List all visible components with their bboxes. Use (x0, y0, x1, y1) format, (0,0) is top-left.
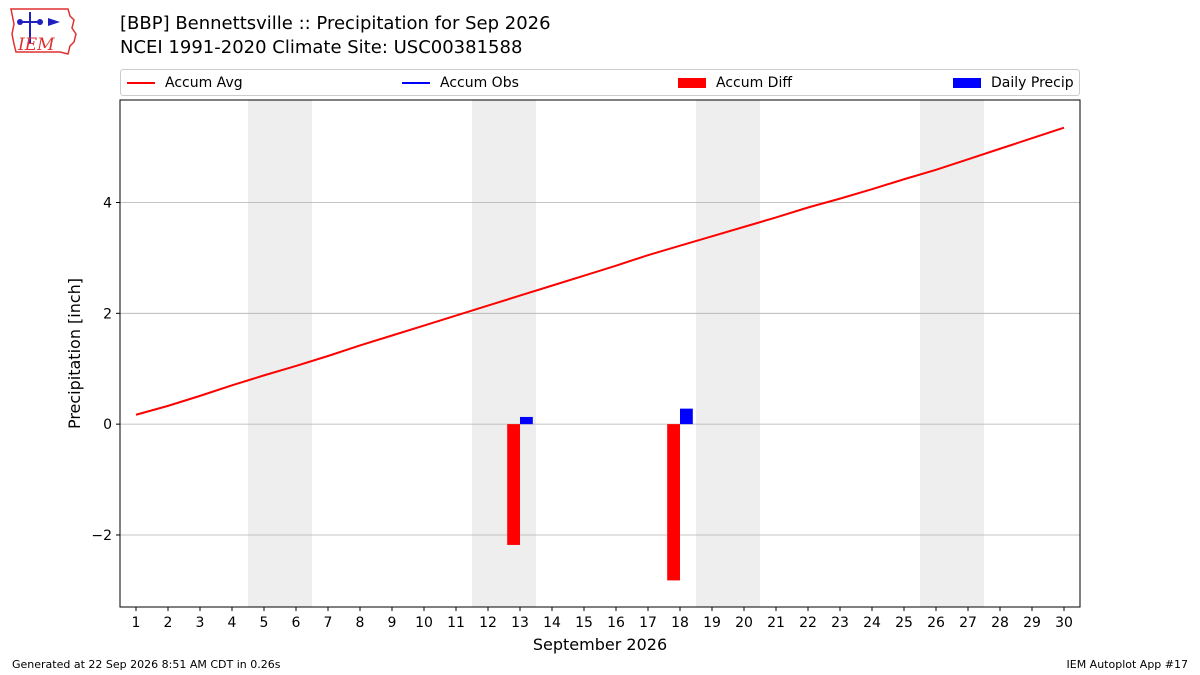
legend-swatch-accum-avg (127, 81, 155, 84)
xtick-label-11: 11 (447, 615, 465, 631)
xtick-label-5: 5 (260, 615, 269, 631)
xtick-label-14: 14 (543, 615, 561, 631)
xtick-label-28: 28 (991, 615, 1009, 631)
xtick-label-20: 20 (735, 615, 753, 631)
xtick-label-19: 19 (703, 615, 721, 631)
legend-swatch-accum-diff (678, 77, 706, 88)
xtick-label-17: 17 (639, 615, 657, 631)
xtick-label-4: 4 (228, 615, 237, 631)
xtick-label-2: 2 (164, 615, 173, 631)
chart-legend: Accum Avg Accum Obs Accum Diff Daily Pre… (120, 69, 1080, 96)
xtick-label-26: 26 (927, 615, 945, 631)
legend-item-daily-precip: Daily Precip (953, 70, 1074, 95)
svg-text:IEM: IEM (17, 35, 55, 55)
weekend-shade-2 (472, 100, 536, 607)
ytick-label-1: 0 (103, 417, 112, 433)
ytick-label-0: −2 (91, 528, 112, 544)
xtick-label-22: 22 (799, 615, 817, 631)
xtick-label-30: 30 (1055, 615, 1073, 631)
plot-frame (119, 99, 1081, 608)
xtick-label-23: 23 (831, 615, 849, 631)
xtick-label-8: 8 (356, 615, 365, 631)
legend-label-daily-precip: Daily Precip (991, 74, 1074, 91)
ytick-label-3: 4 (103, 196, 112, 212)
generated-timestamp: Generated at 22 Sep 2026 8:51 AM CDT in … (12, 658, 281, 671)
legend-item-accum-diff: Accum Diff (678, 70, 792, 95)
xtick-label-3: 3 (196, 615, 205, 631)
xtick-label-6: 6 (292, 615, 301, 631)
legend-label-accum-avg: Accum Avg (165, 74, 243, 91)
line-accum-avg (135, 126, 1065, 416)
xtick-label-9: 9 (388, 615, 397, 631)
xtick-label-15: 15 (575, 615, 593, 631)
xtick-label-25: 25 (895, 615, 913, 631)
xtick-label-21: 21 (767, 615, 785, 631)
weekend-shade-3 (696, 100, 760, 607)
app-label: IEM Autoplot App #17 (1066, 658, 1189, 671)
x-axis-title: September 2026 (533, 635, 667, 654)
xtick-label-10: 10 (415, 615, 433, 631)
xtick-label-27: 27 (959, 615, 977, 631)
legend-label-accum-diff: Accum Diff (716, 74, 793, 91)
chart-subtitle: NCEI 1991-2020 Climate Site: USC00381588 (120, 37, 523, 58)
xtick-label-29: 29 (1023, 615, 1041, 631)
weekend-shade-4 (920, 100, 984, 607)
bar-daily-precip-18 (680, 408, 693, 425)
xtick-label-12: 12 (479, 615, 497, 631)
iem-logo: IEM (8, 6, 80, 62)
iem-logo-graphic: IEM (10, 8, 77, 55)
xtick-label-13: 13 (511, 615, 529, 631)
legend-item-accum-obs: Accum Obs (402, 70, 519, 95)
weekend-shade-1 (248, 100, 312, 607)
xtick-label-1: 1 (132, 615, 141, 631)
bar-daily-precip-13 (520, 416, 533, 425)
legend-swatch-accum-obs (402, 81, 430, 84)
bar-accum-diff-18 (667, 424, 680, 581)
y-axis-title: Precipitation [inch] (65, 278, 84, 429)
xtick-label-24: 24 (863, 615, 881, 631)
chart-title: [BBP] Bennettsville :: Precipitation for… (120, 13, 551, 34)
xtick-label-7: 7 (324, 615, 333, 631)
bar-accum-diff-13 (507, 424, 520, 545)
ytick-label-2: 2 (103, 306, 112, 322)
xtick-label-18: 18 (671, 615, 689, 631)
legend-label-accum-obs: Accum Obs (440, 74, 519, 91)
legend-item-accum-avg: Accum Avg (127, 70, 243, 95)
xtick-label-16: 16 (607, 615, 625, 631)
legend-swatch-daily-precip (953, 77, 981, 88)
